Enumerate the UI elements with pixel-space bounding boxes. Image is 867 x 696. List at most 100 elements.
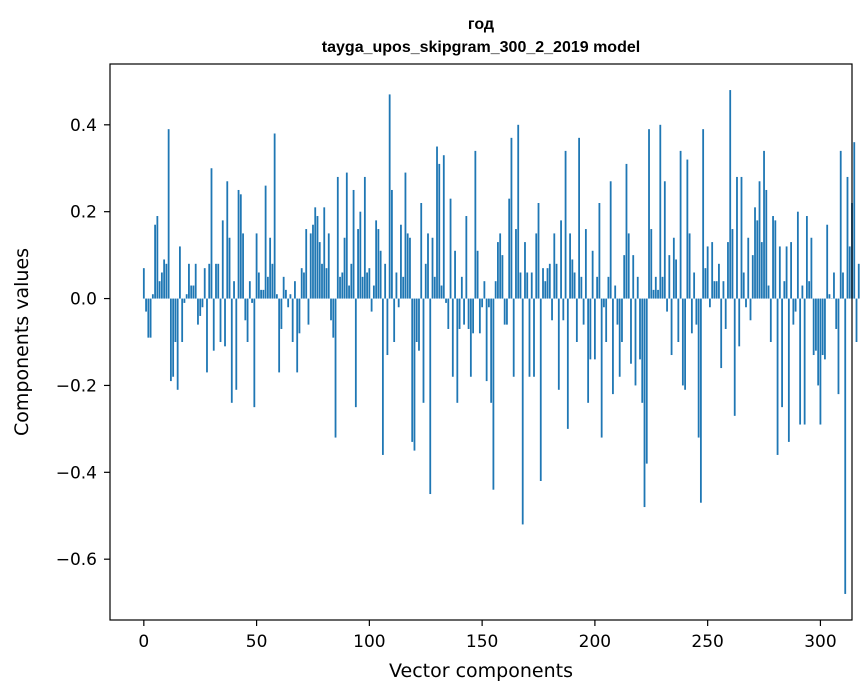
bar	[433, 276, 436, 299]
bar	[201, 298, 204, 308]
bar	[404, 172, 407, 299]
bar	[239, 194, 242, 299]
bar	[327, 233, 330, 299]
bar	[794, 298, 797, 312]
bar	[271, 263, 274, 299]
bar	[199, 298, 202, 316]
bar	[255, 233, 258, 299]
bar	[192, 285, 195, 299]
bar	[693, 272, 696, 299]
bar	[625, 163, 628, 299]
bar	[636, 276, 639, 299]
bar	[621, 298, 623, 342]
bar	[476, 250, 479, 299]
bar	[767, 285, 770, 299]
bar	[142, 268, 145, 299]
bar	[228, 237, 231, 299]
bar	[147, 298, 150, 338]
bar	[339, 276, 341, 299]
bar	[402, 276, 405, 299]
bar	[260, 289, 262, 299]
bar	[785, 246, 788, 299]
bar	[578, 137, 580, 299]
bar	[354, 298, 357, 408]
bar	[557, 298, 560, 390]
bar	[156, 216, 159, 299]
bar	[564, 150, 567, 299]
bar	[296, 298, 299, 373]
bar	[163, 259, 166, 299]
bar	[440, 285, 443, 299]
bar	[411, 298, 414, 442]
bar	[406, 233, 409, 299]
chart-title: год	[468, 16, 494, 33]
bar	[456, 298, 459, 403]
bar	[499, 233, 502, 299]
y-axis-label: Components values	[11, 248, 33, 436]
bar	[465, 216, 468, 299]
bar	[731, 229, 734, 299]
bar	[314, 207, 317, 299]
bar	[591, 250, 594, 299]
bar	[544, 281, 547, 299]
bar	[224, 298, 226, 347]
y-tick-label: −0.4	[56, 463, 97, 483]
bar	[208, 263, 211, 299]
bar	[169, 298, 172, 382]
bar	[176, 298, 179, 390]
bar	[553, 233, 556, 299]
bar	[713, 281, 716, 299]
bar	[467, 298, 470, 329]
bar	[824, 298, 826, 360]
bar	[593, 298, 596, 360]
bar	[179, 246, 181, 299]
bar	[584, 229, 587, 299]
bar	[174, 298, 177, 342]
bar	[278, 298, 281, 373]
bar	[702, 129, 705, 299]
bar	[490, 298, 493, 403]
bar	[535, 233, 538, 299]
bar	[530, 272, 533, 299]
bar	[230, 298, 233, 403]
bar	[776, 298, 779, 455]
bar	[221, 220, 224, 299]
bar	[612, 298, 614, 395]
bar	[524, 242, 526, 299]
bar	[503, 298, 506, 325]
bar	[352, 189, 355, 299]
bar	[600, 298, 603, 438]
bar	[844, 298, 847, 594]
bar	[677, 298, 680, 342]
bar	[562, 298, 565, 321]
bar	[350, 263, 353, 299]
bar	[210, 168, 213, 299]
bar	[808, 281, 811, 299]
bar	[219, 298, 222, 342]
bar	[294, 281, 296, 299]
bar	[747, 237, 750, 299]
bar	[542, 268, 544, 299]
bar	[663, 181, 666, 299]
bar	[494, 281, 497, 299]
bar	[555, 263, 558, 299]
bar	[765, 189, 768, 299]
bar	[203, 268, 206, 299]
bar	[815, 298, 817, 351]
bar	[778, 246, 781, 299]
bar	[510, 137, 513, 299]
bar	[206, 298, 208, 373]
bar	[848, 246, 851, 299]
bar	[463, 298, 465, 325]
bar	[246, 298, 249, 342]
bar	[573, 272, 576, 299]
bar	[368, 268, 371, 299]
bar	[413, 298, 416, 451]
bar	[704, 268, 707, 299]
bar	[697, 298, 700, 438]
bar	[506, 298, 508, 325]
bar	[341, 272, 344, 299]
bar	[273, 133, 276, 299]
bar	[188, 263, 190, 299]
bar	[334, 298, 337, 438]
